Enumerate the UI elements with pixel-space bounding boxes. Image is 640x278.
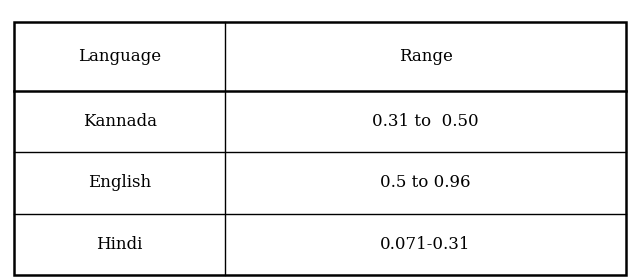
Text: Kannada: Kannada [83,113,157,130]
Text: 0.31 to  0.50: 0.31 to 0.50 [372,113,479,130]
Text: 0.5 to 0.96: 0.5 to 0.96 [380,174,471,191]
Text: Hindi: Hindi [97,236,143,253]
Text: 0.071-0.31: 0.071-0.31 [380,236,471,253]
Text: Range: Range [399,48,452,65]
Text: English: English [88,174,151,191]
Text: Language: Language [78,48,161,65]
